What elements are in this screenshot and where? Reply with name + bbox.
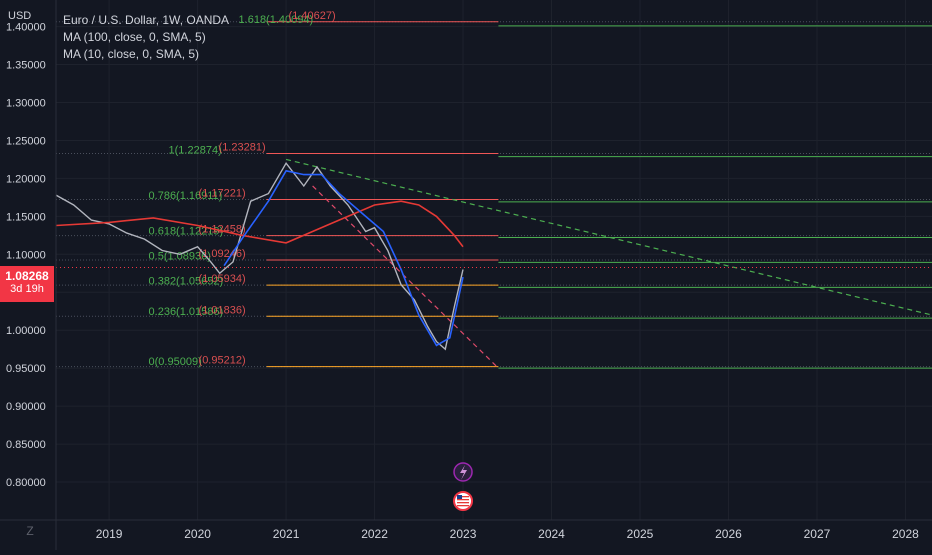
trendline — [312, 185, 499, 369]
us-flag-icon — [453, 491, 474, 511]
fib-label-secondary: (1.23281) — [219, 141, 266, 153]
y-axis-unit: USD — [8, 10, 32, 22]
x-tick-label: 2022 — [361, 527, 388, 541]
x-tick-label: 2025 — [627, 527, 654, 541]
y-tick-label: 1.20000 — [6, 173, 46, 185]
indicator-ma100[interactable]: MA (100, close, 0, SMA, 5) — [63, 30, 206, 44]
y-tick-label: 0.90000 — [6, 401, 46, 413]
fib-label: 0.236(1.01586) — [149, 306, 224, 318]
flag-stripe — [457, 505, 470, 507]
flag-stripe — [457, 499, 470, 501]
x-tick-label: 2020 — [184, 527, 211, 541]
y-tick-label: 1.35000 — [6, 60, 46, 72]
fib-label-secondary: (0.95212) — [199, 355, 246, 367]
chart-legend: Euro / U.S. Dollar, 1W, OANDA MA (100, c… — [63, 12, 229, 63]
y-tick-label: 1.00000 — [6, 325, 46, 337]
x-tick-label: 2021 — [273, 527, 300, 541]
y-tick-label: 1.30000 — [6, 97, 46, 109]
y-tick-label: 0.80000 — [6, 477, 46, 489]
current-price-tag: 1.08268 3d 19h — [0, 266, 54, 302]
ma100-line — [55, 200, 464, 248]
chart-title: Euro / U.S. Dollar, 1W, OANDA — [63, 13, 230, 27]
indicator-ma10[interactable]: MA (10, close, 0, SMA, 5) — [63, 47, 200, 61]
x-tick-label: 2026 — [715, 527, 742, 541]
fib-label: 0(0.95009) — [149, 356, 202, 368]
fib-label-secondary: (1.12458) — [199, 224, 246, 236]
fib-label: 1.618(1.40094) — [239, 14, 314, 26]
fib-label: 1(1.22874) — [169, 145, 222, 157]
flag-stripe — [457, 496, 470, 498]
x-tick-label: 2023 — [450, 527, 477, 541]
fib-label-secondary: (1.05934) — [199, 273, 246, 285]
lightning-glyph — [460, 465, 468, 480]
y-tick-label: 0.85000 — [6, 439, 46, 451]
fib-label-secondary: (1.17221) — [199, 187, 246, 199]
trendline — [285, 158, 932, 316]
x-tick-label: 2019 — [96, 527, 123, 541]
price-series — [55, 161, 464, 351]
y-tick-label: 1.40000 — [6, 22, 46, 34]
fib-label: 0.382(1.05652) — [149, 275, 224, 287]
current-price: 1.08268 — [5, 269, 49, 283]
ma10-line — [223, 169, 464, 347]
tradingview-logo-icon: Z — [26, 524, 34, 538]
fib-label-secondary: (1.01836) — [199, 304, 246, 316]
fib-label-secondary: (1.40627) — [289, 10, 336, 22]
y-tick-label: 0.95000 — [6, 363, 46, 375]
fib-label: 0.618(1.12219) — [149, 225, 224, 237]
y-tick-label: 1.15000 — [6, 211, 46, 223]
x-tick-label: 2024 — [538, 527, 565, 541]
fib-label: 0.786(1.16911) — [149, 190, 223, 202]
x-tick-label: 2027 — [804, 527, 831, 541]
y-tick-label: 1.25000 — [6, 135, 46, 147]
y-tick-label: 1.10000 — [6, 249, 46, 261]
fib-label: 0.5(1.08936) — [149, 250, 211, 262]
flag-canton — [457, 495, 463, 499]
flag-stripe — [457, 502, 470, 504]
fib-label-secondary: (1.09246) — [199, 248, 246, 260]
bar-countdown: 3d 19h — [10, 283, 44, 295]
x-tick-label: 2028 — [892, 527, 919, 541]
